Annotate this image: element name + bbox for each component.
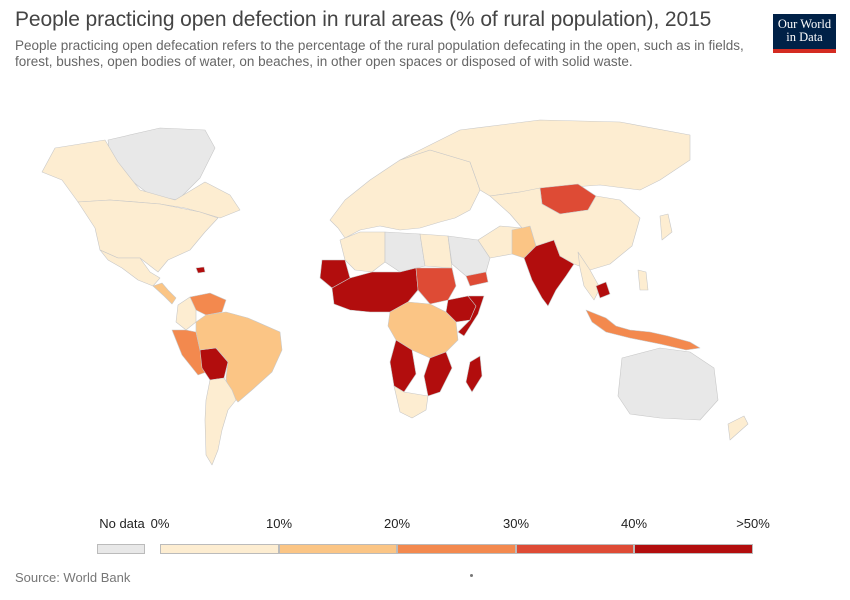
region-new-zealand[interactable]	[727, 415, 749, 441]
region-cambodia[interactable]	[595, 281, 611, 299]
region-brazil[interactable]	[195, 311, 283, 403]
region-haiti[interactable]	[195, 266, 206, 274]
world-map[interactable]	[0, 100, 850, 500]
chart-subtitle: People practicing open defecation refers…	[15, 38, 744, 69]
region-egypt[interactable]	[419, 233, 453, 269]
legend-bin-10-20-[interactable]	[279, 544, 397, 554]
region-argentina[interactable]	[204, 377, 237, 466]
chart-title: People practicing open defection in rura…	[15, 8, 712, 31]
legend-tick-0: 0%	[150, 516, 170, 531]
region-japan[interactable]	[659, 213, 673, 241]
legend-tick-1: 10%	[265, 516, 293, 531]
region-central-africa[interactable]	[387, 301, 459, 359]
owid-logo[interactable]: Our World in Data	[773, 14, 836, 53]
legend-tick-5: >50%	[736, 516, 770, 531]
region-sahel[interactable]	[331, 267, 419, 313]
region-china[interactable]	[489, 187, 641, 271]
region-europe[interactable]	[329, 149, 481, 239]
region-north-africa[interactable]	[339, 231, 386, 273]
source-note: Source: World Bank	[15, 570, 131, 585]
region-australia[interactable]	[617, 347, 719, 421]
region-philippines[interactable]	[637, 269, 649, 291]
region-southeast-asia[interactable]	[577, 251, 601, 301]
region-south-africa[interactable]	[393, 385, 429, 419]
legend-tick-4: 40%	[620, 516, 648, 531]
region-libya[interactable]	[384, 231, 426, 273]
legend-no-data-label: No data	[99, 516, 145, 531]
region-yemen[interactable]	[465, 271, 489, 287]
region-mozambique[interactable]	[423, 351, 453, 397]
region-venezuela[interactable]	[189, 292, 227, 316]
region-russia[interactable]	[399, 119, 691, 197]
region-indonesia[interactable]	[585, 309, 701, 351]
legend-no-data-swatch[interactable]	[97, 544, 145, 554]
pagination-dot[interactable]	[470, 574, 473, 577]
legend-bin-0-10-[interactable]	[160, 544, 279, 554]
legend: No data 0% 10% 20% 30% 40% >50%	[0, 510, 850, 560]
region-central-america[interactable]	[152, 282, 177, 305]
region-canada[interactable]	[41, 139, 241, 219]
region-mexico[interactable]	[99, 249, 161, 287]
region-somalia[interactable]	[457, 295, 485, 337]
legend-tick-3: 30%	[502, 516, 530, 531]
logo-line-1: Our World	[777, 17, 832, 31]
legend-bin-30-40-[interactable]	[516, 544, 634, 554]
region-madagascar[interactable]	[465, 355, 483, 393]
region-sudan[interactable]	[415, 267, 457, 305]
legend-bin-40-50-[interactable]	[634, 544, 753, 554]
logo-line-2: in Data	[786, 30, 823, 44]
legend-tick-2: 20%	[383, 516, 411, 531]
legend-bin-20-30-[interactable]	[397, 544, 516, 554]
